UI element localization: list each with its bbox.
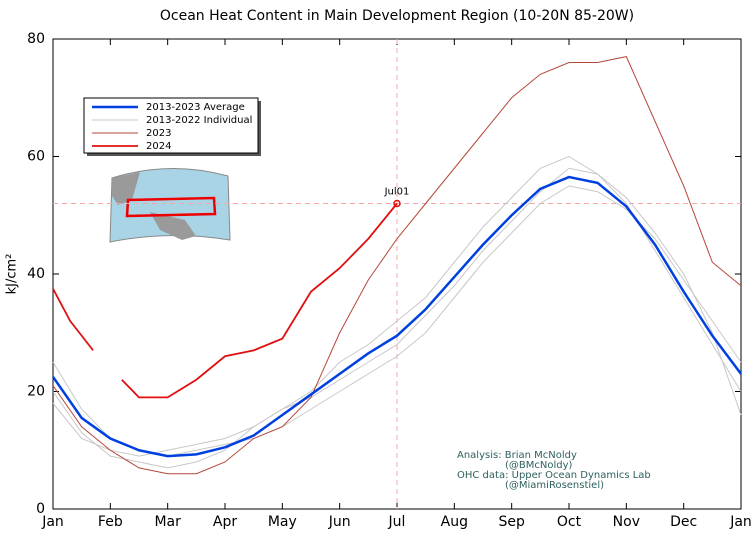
x-tick-label: Aug xyxy=(441,514,468,530)
chart-title: Ocean Heat Content in Main Development R… xyxy=(160,8,634,24)
annotation: Analysis: Brian McNoldy xyxy=(457,450,577,461)
legend-label: 2024 xyxy=(146,141,171,152)
x-tick-label: Nov xyxy=(613,514,640,530)
y-tick-label: 40 xyxy=(27,266,45,282)
x-tick-label: Jun xyxy=(328,514,351,530)
legend: 2013-2023 Average 2013-2022 Individual 202… xyxy=(83,97,261,156)
annotation: (@MiamiRosenstiel) xyxy=(505,480,604,491)
x-tick-label: Feb xyxy=(98,514,123,530)
y-axis-label: kJ/cm² xyxy=(5,254,20,295)
legend-label: 2023 xyxy=(146,128,171,139)
x-tick-label: Jan xyxy=(41,514,64,530)
line-series xyxy=(52,155,742,469)
line-series xyxy=(52,288,94,351)
marker-label: Jul01 xyxy=(384,187,410,198)
annotation: (@BMcNoldy) xyxy=(505,460,573,471)
map-inset xyxy=(109,167,231,243)
line-series xyxy=(51,175,742,458)
map-ocean xyxy=(109,167,231,243)
line-series xyxy=(121,202,398,399)
x-tick-label: Apr xyxy=(213,514,237,530)
x-tick-label: May xyxy=(268,514,297,530)
legend-label: 2013-2023 Average xyxy=(146,102,245,113)
line-series xyxy=(52,56,742,475)
x-tick-label: Dec xyxy=(670,514,697,530)
y-tick-label: 0 xyxy=(36,501,45,517)
x-tick-label: Jul xyxy=(388,514,406,530)
y-tick-label: 20 xyxy=(27,384,45,400)
x-tick-label: Sep xyxy=(498,514,525,530)
y-tick-label: 60 xyxy=(27,149,45,165)
line-series xyxy=(52,167,742,457)
marker-point xyxy=(393,199,401,208)
x-tick-label: Oct xyxy=(557,514,582,530)
x-tick-label: Jan xyxy=(729,514,752,530)
x-tick-label: Mar xyxy=(154,514,181,530)
legend-label: 2013-2022 Individual xyxy=(146,115,252,126)
y-tick-label: 80 xyxy=(27,31,45,47)
map-region xyxy=(125,196,217,218)
map-land xyxy=(112,172,196,240)
annotation: OHC data: Upper Ocean Dynamics Lab xyxy=(457,470,651,481)
